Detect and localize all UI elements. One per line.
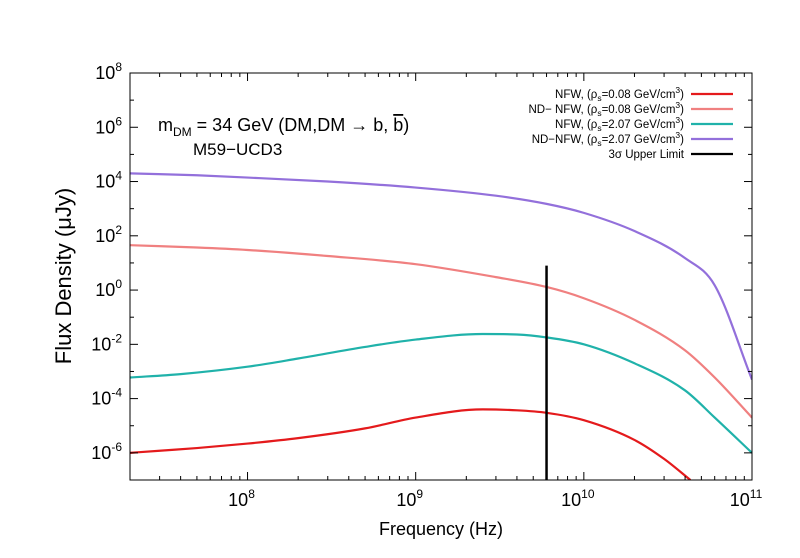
y-axis-title: Flux Density (μJy) [51,188,76,364]
y-tick-label: 10-6 [91,440,122,463]
y-tick-label: 102 [95,223,122,246]
mass-close: ) [403,115,409,135]
series-layer [130,172,752,480]
legend-label-1: NFW, (ρs=0.08 GeV/cm3) [555,85,684,103]
series-line-2 [130,244,752,419]
series-line-3 [130,332,752,454]
legend-label-3: NFW, (ρs=2.07 GeV/cm3) [555,115,684,133]
x-tick-label: 1010 [561,487,595,510]
legend-label-2: ND− NFW, (ρs=0.08 GeV/cm3) [528,100,684,118]
plot-frame [129,72,753,481]
x-axis-title: Frequency (Hz) [379,519,503,539]
y-tick-label: 10-4 [91,386,122,409]
series-line-1 [130,408,692,480]
y-tick-label: 106 [95,114,122,137]
target-name-label: M59−UCD3 [193,140,282,159]
x-tick-label: 1011 [730,487,763,510]
y-tick-label: 10-2 [91,331,122,354]
bbar-symbol: b [393,115,403,135]
series-line-4 [130,172,752,381]
x-tick-label: 108 [228,487,255,510]
mass-symbol: m [158,115,173,135]
ticks-layer: 108 109 1010 1011 10-6 10-4 10-2 100 102 104 106 10… [91,60,762,510]
legend-label-4: ND−NFW, (ρs=2.07 GeV/cm3) [532,130,684,148]
mass-text: = 34 GeV (DM,DM → b, [192,115,394,135]
model-annotation: mDM = 34 GeV (DM,DM → b, b) M59−UCD3 [158,115,409,159]
legend-label-5: 3σ Upper Limit [609,149,685,161]
dm-mass-label: mDM = 34 GeV (DM,DM → b, b) [158,115,409,139]
mass-subscript: DM [173,125,192,139]
legend: NFW, (ρs=0.08 GeV/cm3)ND− NFW, (ρs=0.08 … [528,85,733,161]
y-tick-label: 104 [95,169,122,192]
x-tick-label: 109 [396,487,423,510]
y-tick-label: 108 [95,60,122,83]
y-tick-label: 100 [95,277,122,300]
